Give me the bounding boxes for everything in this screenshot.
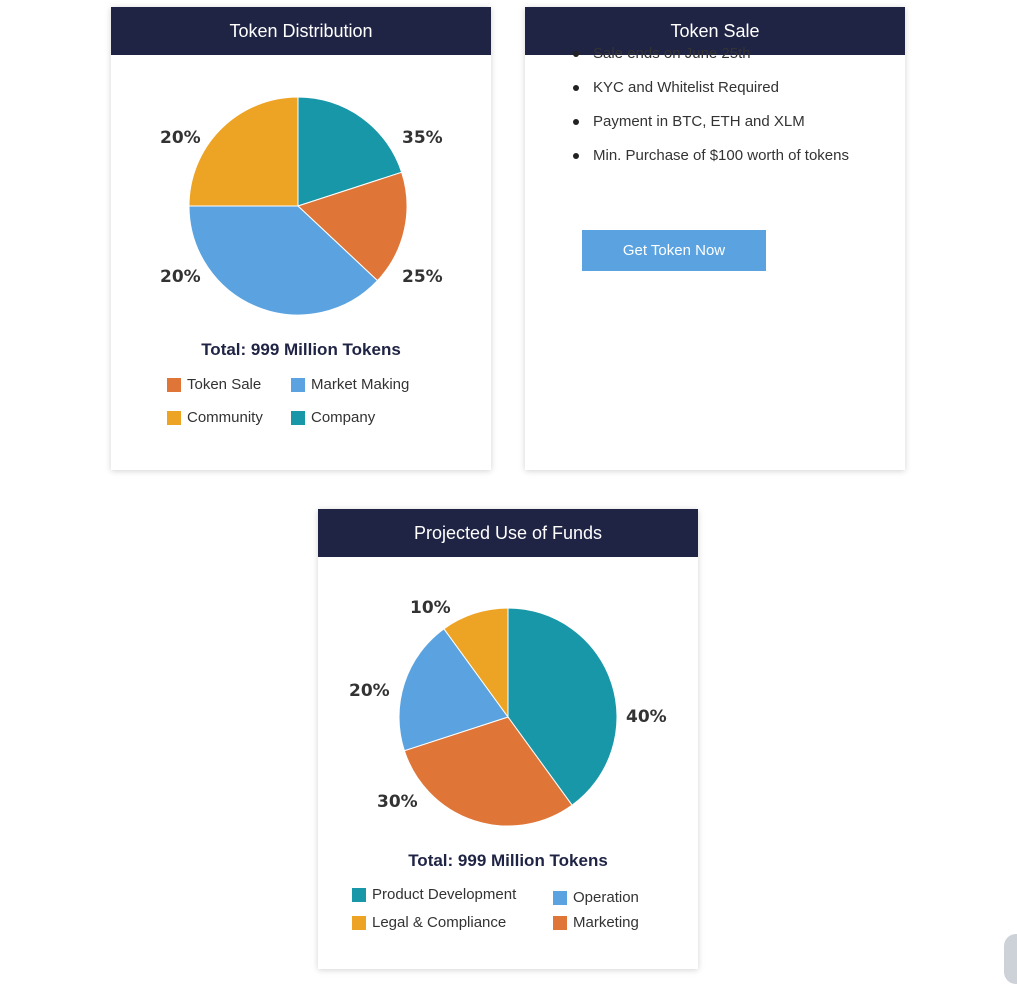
projected-use-of-funds-total: Total: 999 Million Tokens (408, 851, 608, 870)
sale-details-list: Sale ends on June 25th KYC and Whitelist… (573, 45, 849, 181)
funds-slice-operation (398, 628, 509, 752)
operation-swatch (553, 890, 567, 905)
legal-compliance-swatch (352, 915, 366, 930)
legend-label: Operation (573, 889, 639, 906)
projected-use-of-funds-card: Projected Use of Funds 40% 30% 20% 10% T… (318, 509, 698, 969)
product-development-swatch (352, 887, 366, 902)
projected-use-of-funds-header: Projected Use of Funds (318, 509, 698, 557)
pie1-label-market-making: 20% (160, 267, 201, 287)
pie1-label-community: 20% (160, 128, 201, 148)
pie2-label-operation: 20% (349, 681, 390, 701)
legend-label: Community (187, 409, 263, 426)
token-distribution-total: Total: 999 Million Tokens (201, 340, 401, 359)
legend-label: Market Making (311, 376, 410, 393)
pie1-label-token-sale: 25% (402, 267, 443, 287)
legend-item-legal-compliance: Legal & Compliance (352, 914, 506, 931)
pie1-label-company: 35% (402, 128, 443, 148)
legend-label: Product Development (372, 886, 517, 903)
market-making-swatch (291, 377, 305, 392)
token-distribution-card: Token Distribution 35% 25% 20% 20% Total… (111, 7, 491, 470)
get-token-now-button[interactable]: Get Token Now (582, 230, 766, 271)
legend-item-market-making: Market Making (291, 376, 409, 393)
pie2-label-product-development: 40% (626, 707, 667, 727)
legend-label: Marketing (573, 914, 639, 931)
marketing-swatch (553, 915, 567, 930)
legend-label: Company (311, 409, 376, 426)
scroll-to-top-button[interactable] (1004, 934, 1017, 984)
list-item: Sale ends on June 25th (573, 45, 849, 79)
distribution-slice-token-sale (297, 171, 408, 282)
token-sale-swatch (167, 377, 181, 392)
pie2-label-marketing: 30% (377, 792, 418, 812)
distribution-slice-market-making (188, 205, 379, 316)
funds-slice-product-development (507, 607, 618, 806)
legend-item-company: Company (291, 409, 375, 426)
legend-label: Legal & Compliance (372, 914, 507, 931)
list-item: Min. Purchase of $100 worth of tokens (573, 147, 849, 181)
list-item: Payment in BTC, ETH and XLM (573, 113, 849, 147)
projected-use-of-funds-title: Projected Use of Funds (413, 522, 603, 543)
funds-slice-legal-compliance (443, 607, 509, 719)
token-sale-title: Token Sale (670, 20, 760, 41)
token-distribution-pie-chart (188, 96, 408, 316)
legend-item-operation: Operation (553, 889, 639, 906)
pie2-label-legal-compliance: 10% (410, 598, 451, 618)
legend-label: Token Sale (187, 376, 262, 393)
token-distribution-header: Token Distribution (111, 7, 491, 55)
token-sale-card: Token Sale Sale ends on June 25th KYC an… (525, 7, 905, 470)
legend-item-product-development: Product Development (352, 886, 516, 903)
funds-slice-marketing (403, 716, 573, 827)
token-sale-header: Token Sale (525, 7, 905, 55)
token-distribution-title: Token Distribution (229, 20, 373, 41)
legend-item-marketing: Marketing (553, 914, 639, 931)
list-item: KYC and Whitelist Required (573, 79, 849, 113)
distribution-slice-company (297, 96, 403, 207)
projected-use-of-funds-pie-chart (398, 607, 618, 827)
legend-item-token-sale: Token Sale (167, 376, 261, 393)
legend-item-community: Community (167, 409, 263, 426)
community-swatch (167, 410, 181, 425)
distribution-slice-community (188, 96, 299, 207)
company-swatch (291, 410, 305, 425)
